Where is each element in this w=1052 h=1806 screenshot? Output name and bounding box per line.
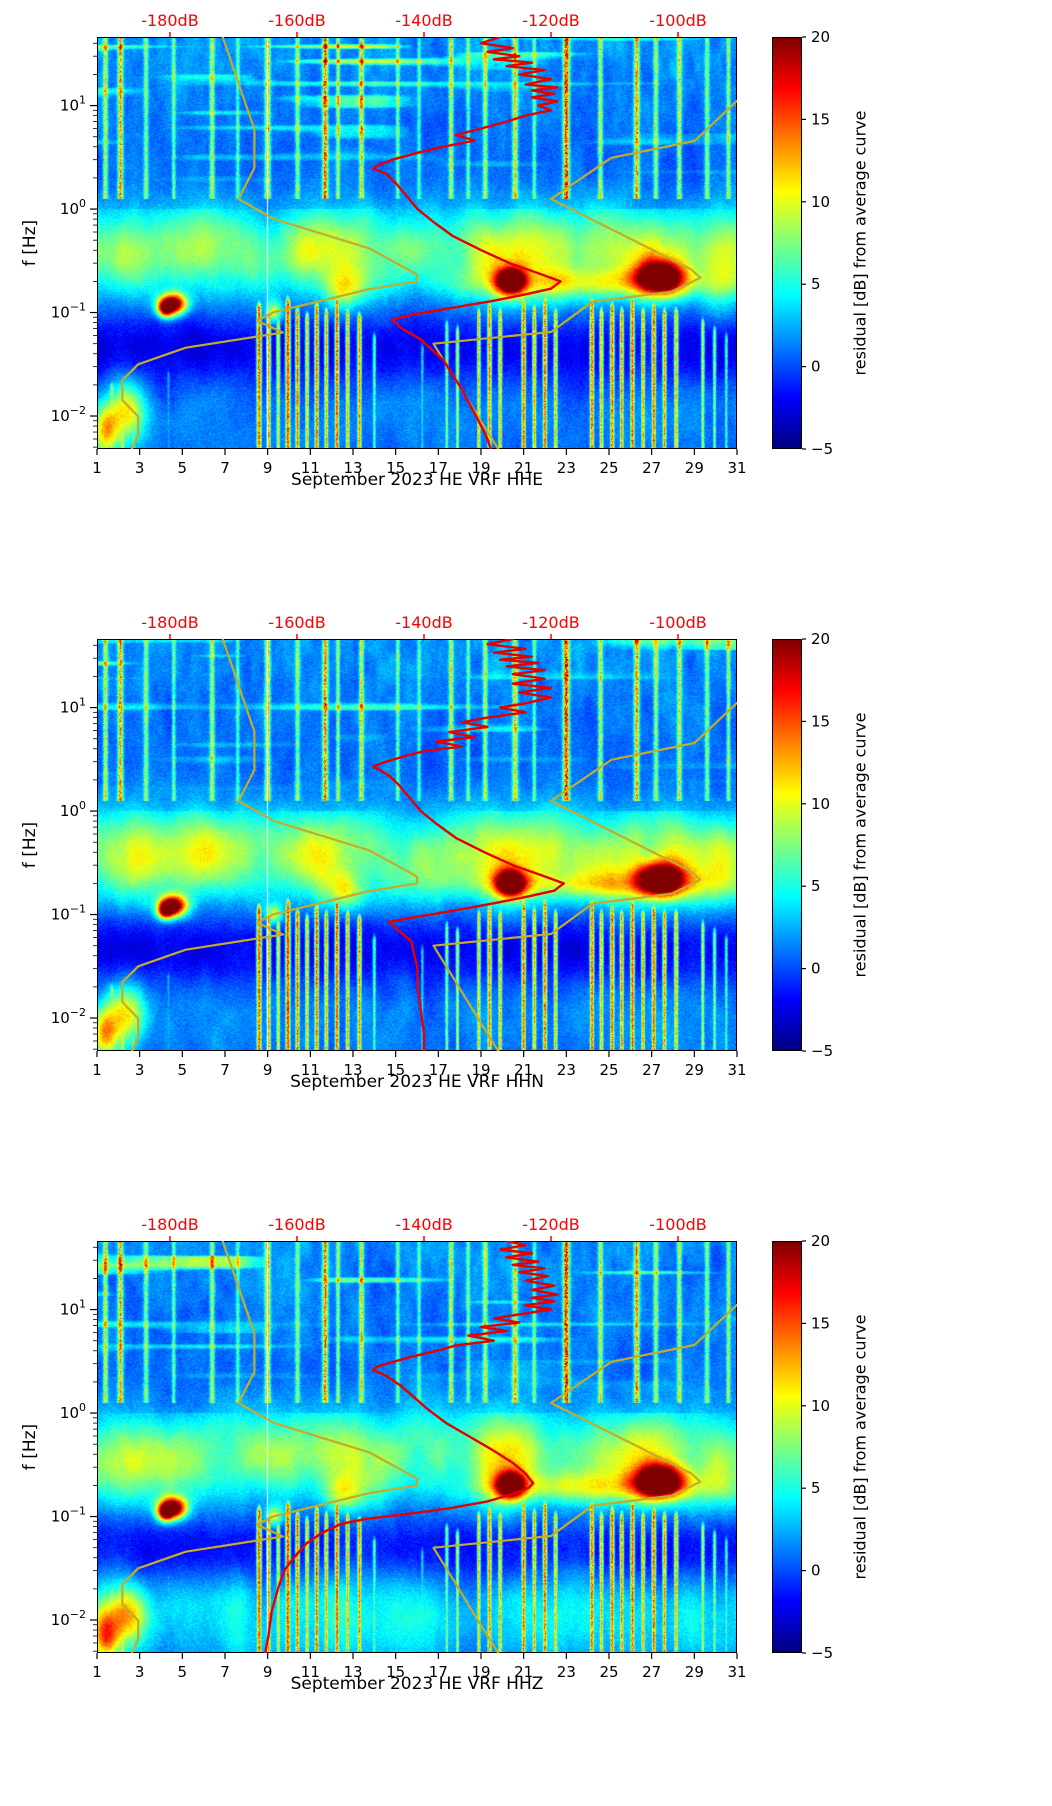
top-db-tick-label: -140dB <box>395 613 453 632</box>
svg-text:101: 101 <box>60 696 86 717</box>
top-db-tick-label: -160dB <box>268 613 326 632</box>
svg-text:20: 20 <box>811 1232 830 1250</box>
svg-text:0: 0 <box>811 960 821 978</box>
top-db-tick-label: -120dB <box>522 1215 580 1234</box>
svg-text:101: 101 <box>60 94 86 115</box>
top-db-tick-label: -100dB <box>649 1215 707 1234</box>
top-db-tick-label: -160dB <box>268 1215 326 1234</box>
spectrogram-panel-hhz: 101 100 10−1 10−2 1 3 5 7 9 11 13 15 17 19 21 23 25 27 29 3… <box>0 1204 1052 1806</box>
spectrogram-heatmap-hhn <box>97 639 737 1051</box>
y-axis-label: f [Hz] <box>20 1423 40 1471</box>
y-axis-label: f [Hz] <box>20 219 40 267</box>
top-db-tick-label: -120dB <box>522 613 580 632</box>
svg-text:−5: −5 <box>811 1042 833 1060</box>
colorbar-label: residual [dB] from average curve <box>850 712 870 978</box>
svg-text:10: 10 <box>811 193 830 211</box>
colorbar-gradient <box>772 1241 802 1653</box>
colorbar-gradient <box>772 37 802 449</box>
spectrogram-panel-hhe: 101 100 10−1 10−2 1 3 5 7 9 11 13 15 17 19 21 23 25 27 29 3… <box>0 0 1052 602</box>
svg-text:20: 20 <box>811 630 830 648</box>
svg-text:15: 15 <box>811 1314 830 1332</box>
svg-text:5: 5 <box>811 877 821 895</box>
svg-text:10: 10 <box>811 1397 830 1415</box>
svg-text:10: 10 <box>811 795 830 813</box>
svg-text:10−2: 10−2 <box>51 1608 86 1629</box>
svg-text:5: 5 <box>811 1479 821 1497</box>
x-axis-label: September 2023 HE VRF HHE <box>291 470 543 490</box>
top-db-tick-label: -180dB <box>141 11 199 30</box>
top-db-tick-label: -140dB <box>395 1215 453 1234</box>
svg-text:101: 101 <box>60 1298 86 1319</box>
spectrogram-heatmap-hhe <box>97 37 737 449</box>
svg-text:20: 20 <box>811 28 830 46</box>
spectrogram-heatmap-hhz <box>97 1241 737 1653</box>
svg-text:−5: −5 <box>811 1644 833 1662</box>
svg-text:0: 0 <box>811 1562 821 1580</box>
top-db-tick-label: -140dB <box>395 11 453 30</box>
svg-text:15: 15 <box>811 712 830 730</box>
colorbar-gradient <box>772 639 802 1051</box>
svg-text:10−1: 10−1 <box>51 903 86 924</box>
spectrogram-panel-hhn: 101 100 10−1 10−2 1 3 5 7 9 11 13 15 17 19 21 23 25 27 29 3… <box>0 602 1052 1204</box>
y-axis-label: f [Hz] <box>20 821 40 869</box>
colorbar-label: residual [dB] from average curve <box>850 110 870 376</box>
svg-text:10−2: 10−2 <box>51 404 86 425</box>
svg-text:100: 100 <box>60 197 86 218</box>
top-db-tick-label: -180dB <box>141 613 199 632</box>
svg-text:15: 15 <box>811 110 830 128</box>
top-db-tick-label: -180dB <box>141 1215 199 1234</box>
svg-text:10−1: 10−1 <box>51 1505 86 1526</box>
top-db-tick-label: -100dB <box>649 613 707 632</box>
top-db-tick-label: -100dB <box>649 11 707 30</box>
svg-text:100: 100 <box>60 799 86 820</box>
x-axis-label: September 2023 HE VRF HHZ <box>290 1674 544 1694</box>
svg-text:5: 5 <box>811 275 821 293</box>
svg-text:0: 0 <box>811 358 821 376</box>
x-axis-label: September 2023 HE VRF HHN <box>290 1072 544 1092</box>
top-db-tick-label: -120dB <box>522 11 580 30</box>
svg-text:−5: −5 <box>811 440 833 458</box>
colorbar-label: residual [dB] from average curve <box>850 1314 870 1580</box>
svg-text:100: 100 <box>60 1401 86 1422</box>
svg-text:10−2: 10−2 <box>51 1006 86 1027</box>
top-db-tick-label: -160dB <box>268 11 326 30</box>
svg-text:10−1: 10−1 <box>51 301 86 322</box>
